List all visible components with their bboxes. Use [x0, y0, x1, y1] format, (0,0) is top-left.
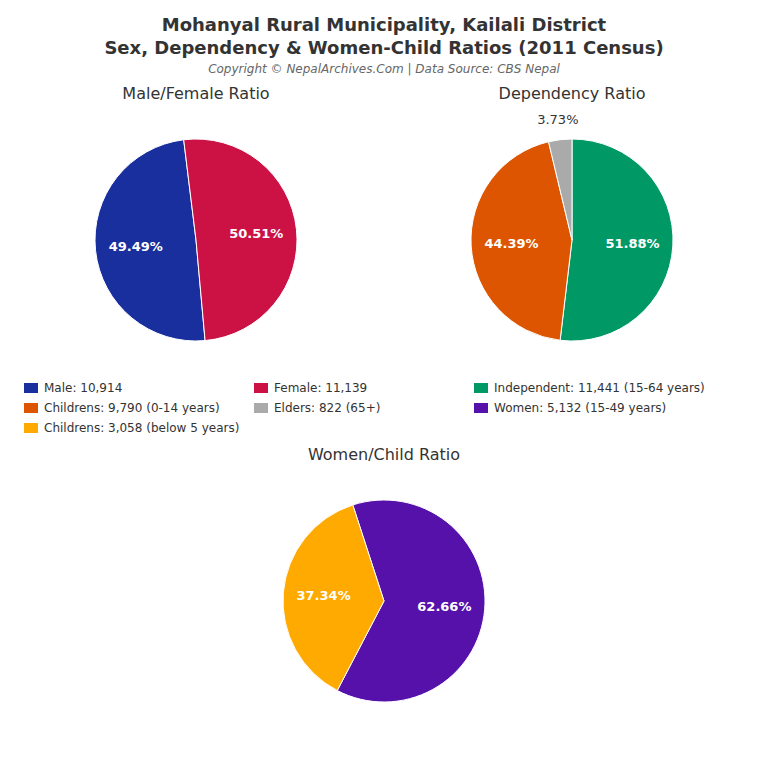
- html-text:Mohanyal Rural Municipality, K: Mohanyal Rural Municipality, Kailali Dis…: [161, 14, 607, 35]
- svg-text:50.51%: 50.51%: [229, 226, 283, 241]
- html-text:Women: 5,132 (15-49 years): Women: 5,132 (15-49 years): [494, 401, 667, 415]
- html-text:Male/Female Ratio: Male/Female Ratio: [122, 84, 270, 103]
- svg-text:62.66%: 62.66%: [417, 599, 471, 614]
- html-text:Dependency Ratio: Dependency Ratio: [498, 84, 646, 103]
- svg-text:49.49%: 49.49%: [109, 239, 163, 254]
- svg-text:51.88%: 51.88%: [605, 236, 659, 251]
- html-text:Female: 11,139: Female: 11,139: [274, 381, 368, 395]
- svg-text:37.34%: 37.34%: [297, 588, 351, 603]
- html-text:Women/Child Ratio: Women/Child Ratio: [307, 445, 461, 464]
- html-text:Childrens: 9,790 (0-14 years): Childrens: 9,790 (0-14 years): [44, 401, 220, 415]
- html-text:Male: 10,914: Male: 10,914: [44, 381, 123, 395]
- html-text:Independent: 11,441 (15-64 yea: Independent: 11,441 (15-64 years): [494, 381, 705, 395]
- svg-text:3.73%: 3.73%: [537, 112, 578, 127]
- html-text:Copyright © NepalArchives.Com: Copyright © NepalArchives.Com | Data Sou…: [208, 62, 560, 76]
- html-text:Childrens: 3,058 (below 5 year: Childrens: 3,058 (below 5 years): [44, 421, 240, 435]
- html-text:Elders: 822 (65+): Elders: 822 (65+): [274, 401, 381, 415]
- svg-text:44.39%: 44.39%: [484, 236, 538, 251]
- html-text:Sex, Dependency & Women-Child: Sex, Dependency & Women-Child Ratios (20…: [104, 37, 664, 58]
